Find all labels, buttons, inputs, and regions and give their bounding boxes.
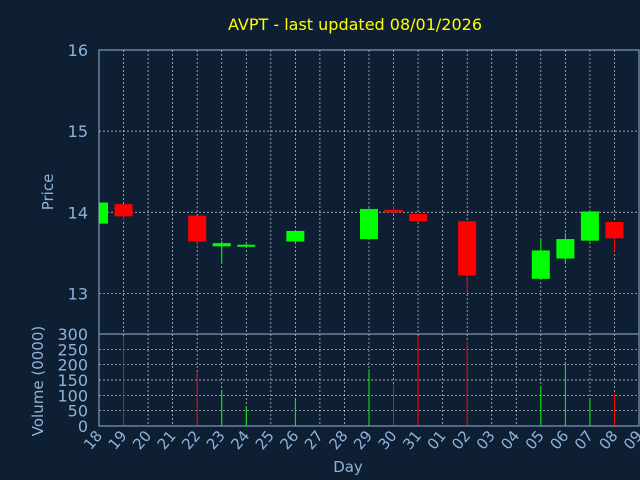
candle-body-up bbox=[360, 209, 378, 240]
candle-body-up bbox=[531, 250, 550, 279]
candle-body-up bbox=[99, 202, 108, 224]
price-tick-label: 15 bbox=[68, 122, 88, 141]
candle-body-down bbox=[409, 213, 428, 222]
candle-body-down bbox=[384, 209, 403, 213]
candle-body-down bbox=[114, 204, 133, 217]
price-y-ticks: 13 14 15 16 bbox=[68, 41, 88, 303]
candle-body-up bbox=[212, 243, 231, 247]
candle-body-up bbox=[580, 211, 599, 241]
volume-axis-label: Volume (0000) bbox=[29, 326, 47, 436]
price-tick-label: 16 bbox=[68, 41, 88, 60]
candles bbox=[98, 201, 624, 291]
volume-tick-label: 50 bbox=[68, 402, 88, 421]
price-axis-label: Price bbox=[39, 174, 57, 211]
volume-tick-label: 200 bbox=[57, 356, 88, 375]
volume-tick-label: 300 bbox=[57, 325, 88, 344]
price-tick-label: 14 bbox=[68, 203, 88, 222]
chart-title: AVPT - last updated 08/01/2026 bbox=[228, 15, 482, 34]
candle-body-up bbox=[286, 230, 305, 242]
volume-tick-label: 100 bbox=[57, 386, 88, 405]
day-axis-label: Day bbox=[333, 458, 363, 476]
candle-body-up bbox=[237, 244, 256, 247]
volume-tick-label: 150 bbox=[57, 371, 88, 390]
volume-bars bbox=[123, 336, 615, 426]
price-tick-label: 13 bbox=[68, 284, 88, 303]
candle-body-down bbox=[605, 222, 624, 239]
day-tick-labels: 1819202122232425262728293031010203040506… bbox=[80, 427, 640, 453]
candle-body-up bbox=[556, 239, 575, 259]
candle-body-down bbox=[458, 221, 477, 276]
candle-body-down bbox=[188, 215, 207, 242]
volume-plot-frame bbox=[98, 333, 640, 427]
volume-tick-label: 0 bbox=[78, 417, 88, 436]
volume-tick-label: 250 bbox=[57, 340, 88, 359]
